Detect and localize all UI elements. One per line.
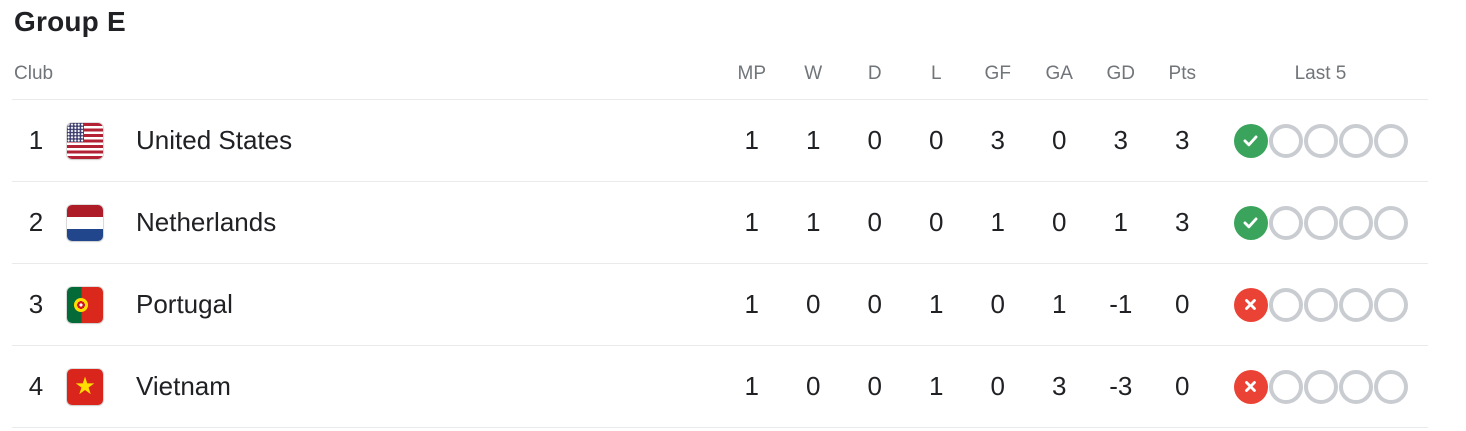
team-flag-icon bbox=[67, 204, 103, 241]
last5-results bbox=[1213, 123, 1428, 158]
stat-d: 0 bbox=[867, 207, 882, 237]
win-check-icon bbox=[1243, 135, 1258, 147]
stat-d: 0 bbox=[867, 289, 882, 319]
result-circle bbox=[1233, 205, 1268, 240]
stat-gf: 0 bbox=[990, 289, 1005, 319]
result-circle bbox=[1338, 205, 1373, 240]
standings-rows: 1 United States 1 1 0 0 3 0 3 3 bbox=[0, 100, 1466, 428]
standings-widget: Group E Club MP W D L GF GA GD Pts Last … bbox=[0, 6, 1466, 431]
result-circle bbox=[1373, 287, 1408, 322]
result-circle bbox=[1303, 369, 1338, 404]
stat-gd: -1 bbox=[1109, 289, 1133, 319]
col-header-l: L bbox=[930, 62, 942, 84]
club-name[interactable]: United States bbox=[136, 125, 293, 155]
col-header-d: D bbox=[867, 62, 882, 84]
stat-gf: 3 bbox=[990, 125, 1005, 155]
stat-pts: 0 bbox=[1175, 289, 1190, 319]
result-circle bbox=[1233, 369, 1268, 404]
table-row[interactable]: 3 Portugal 1 0 0 1 0 1 -1 0 bbox=[12, 264, 1428, 346]
col-header-club: Club bbox=[14, 62, 54, 84]
table-row[interactable]: 2 Netherlands 1 1 0 0 1 0 1 3 bbox=[12, 182, 1428, 264]
table-row[interactable]: 4 Vietnam 1 0 0 1 0 3 -3 0 bbox=[12, 346, 1428, 428]
table-header: Club MP W D L GF GA GD Pts Last 5 bbox=[12, 38, 1428, 100]
result-circle bbox=[1338, 123, 1373, 158]
col-header-w: W bbox=[804, 62, 823, 84]
last5-results bbox=[1213, 205, 1428, 240]
stat-l: 1 bbox=[929, 289, 944, 319]
stat-w: 1 bbox=[806, 125, 821, 155]
stat-mp: 1 bbox=[744, 289, 759, 319]
club-name[interactable]: Portugal bbox=[136, 289, 233, 319]
stat-l: 1 bbox=[929, 371, 944, 401]
last5-results bbox=[1213, 287, 1428, 322]
stat-l: 0 bbox=[929, 207, 944, 237]
stat-gd: -3 bbox=[1109, 371, 1133, 401]
table-row[interactable]: 1 United States 1 1 0 0 3 0 3 3 bbox=[12, 100, 1428, 182]
stat-gd: 1 bbox=[1113, 207, 1128, 237]
result-circle bbox=[1233, 287, 1268, 322]
stat-w: 0 bbox=[806, 289, 821, 319]
col-header-mp: MP bbox=[737, 62, 767, 84]
stat-d: 0 bbox=[867, 125, 882, 155]
stat-gf: 0 bbox=[990, 371, 1005, 401]
rank: 4 bbox=[28, 371, 44, 401]
stat-ga: 1 bbox=[1052, 289, 1067, 319]
result-circle bbox=[1268, 205, 1303, 240]
result-circle bbox=[1303, 287, 1338, 322]
stat-ga: 3 bbox=[1052, 371, 1067, 401]
last5-results bbox=[1213, 369, 1428, 404]
stat-l: 0 bbox=[929, 125, 944, 155]
club-name[interactable]: Netherlands bbox=[136, 207, 277, 237]
result-circle bbox=[1373, 369, 1408, 404]
team-flag-icon bbox=[67, 122, 103, 159]
stat-pts: 0 bbox=[1175, 371, 1190, 401]
stat-ga: 0 bbox=[1052, 207, 1067, 237]
win-check-icon bbox=[1243, 217, 1258, 229]
team-flag-icon bbox=[67, 286, 103, 323]
result-circle bbox=[1268, 287, 1303, 322]
club-name[interactable]: Vietnam bbox=[136, 371, 231, 401]
loss-x-icon bbox=[1245, 299, 1256, 310]
col-header-gf: GF bbox=[984, 62, 1011, 84]
col-header-ga: GA bbox=[1045, 62, 1073, 84]
stat-mp: 1 bbox=[744, 207, 759, 237]
col-header-last5: Last 5 bbox=[1294, 62, 1347, 84]
stat-pts: 3 bbox=[1175, 207, 1190, 237]
result-circle bbox=[1373, 123, 1408, 158]
group-title: Group E bbox=[14, 6, 126, 37]
loss-x-icon bbox=[1245, 381, 1256, 392]
rank: 3 bbox=[28, 289, 44, 319]
stat-mp: 1 bbox=[744, 371, 759, 401]
result-circle bbox=[1373, 205, 1408, 240]
result-circle bbox=[1303, 205, 1338, 240]
stat-gf: 1 bbox=[990, 207, 1005, 237]
team-flag-icon bbox=[67, 368, 103, 405]
result-circle bbox=[1338, 369, 1373, 404]
stat-w: 0 bbox=[806, 371, 821, 401]
stat-w: 1 bbox=[806, 207, 821, 237]
result-circle bbox=[1303, 123, 1338, 158]
col-header-gd: GD bbox=[1106, 62, 1136, 84]
stat-d: 0 bbox=[867, 371, 882, 401]
result-circle bbox=[1268, 123, 1303, 158]
result-circle bbox=[1268, 369, 1303, 404]
stat-pts: 3 bbox=[1175, 125, 1190, 155]
result-circle bbox=[1338, 287, 1373, 322]
result-circle bbox=[1233, 123, 1268, 158]
stat-ga: 0 bbox=[1052, 125, 1067, 155]
col-header-pts: Pts bbox=[1168, 62, 1196, 84]
stat-mp: 1 bbox=[744, 125, 759, 155]
rank: 1 bbox=[28, 125, 44, 155]
stat-gd: 3 bbox=[1113, 125, 1128, 155]
rank: 2 bbox=[28, 207, 44, 237]
